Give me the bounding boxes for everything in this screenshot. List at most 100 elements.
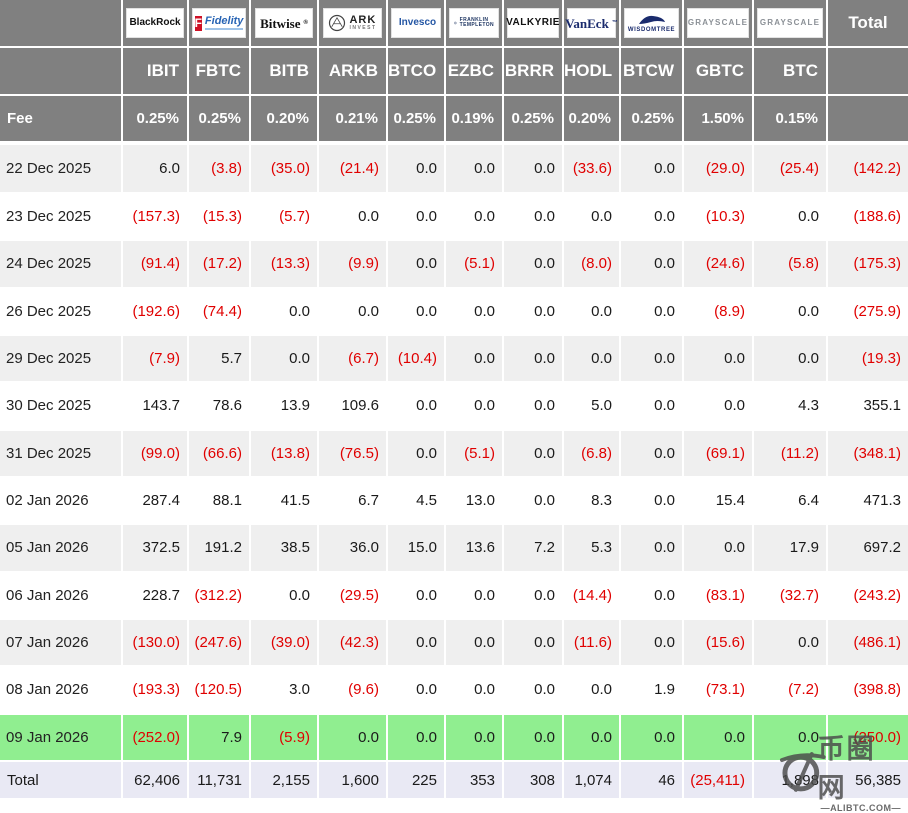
total-BRRR: 308 bbox=[503, 761, 564, 800]
total-ARKB: 1,600 bbox=[318, 761, 388, 800]
cell-ARKB: 0.0 bbox=[318, 713, 388, 763]
blackrock-logo: BlackRock bbox=[126, 8, 184, 38]
cell-BTCO: 0.0 bbox=[387, 287, 446, 336]
total-FBTC: 11,731 bbox=[188, 761, 251, 800]
cell-BTC: (7.2) bbox=[753, 666, 828, 715]
cell-GBTC: 0.0 bbox=[683, 382, 754, 431]
column-header-HODL: HODL bbox=[563, 47, 621, 96]
cell-ARKB: 109.6 bbox=[318, 382, 388, 431]
cell-Total: (188.6) bbox=[827, 192, 908, 242]
logo-cell-ARKB: ARK INVEST bbox=[318, 0, 388, 48]
cell-BTCO: 0.0 bbox=[387, 192, 446, 242]
fidelity-f-icon: F bbox=[194, 15, 202, 31]
fee-BTC: 0.15% bbox=[753, 95, 828, 145]
total-BITB: 2,155 bbox=[250, 761, 319, 800]
logo-text: GRAYSCALE bbox=[759, 18, 821, 27]
cell-EZBC: 13.0 bbox=[445, 476, 504, 526]
row-date: 02 Jan 2026 bbox=[0, 476, 123, 526]
logo-text: BlackRock bbox=[129, 17, 181, 28]
logo-text: VALKYRIE bbox=[506, 17, 560, 28]
cell-BITB: 0.0 bbox=[250, 571, 319, 620]
cell-BITB: 3.0 bbox=[250, 666, 319, 715]
logo-underline bbox=[204, 28, 244, 30]
fee-HODL: 0.20% bbox=[563, 95, 621, 145]
table-row: 06 Jan 2026 228.7 (312.2) 0.0 (29.5) 0.0 0.0 0.… bbox=[0, 571, 908, 620]
logo-cell-BITB: Bitwise ® bbox=[250, 0, 319, 48]
cell-BTCW: 0.0 bbox=[620, 429, 684, 478]
cell-GBTC: (73.1) bbox=[683, 666, 754, 715]
cell-HODL: (6.8) bbox=[563, 429, 621, 478]
vaneck-logo: VanEck ™ bbox=[565, 8, 618, 38]
cell-IBIT: (192.6) bbox=[122, 287, 189, 336]
cell-BTCO: 4.5 bbox=[387, 476, 446, 526]
cell-FBTC: 78.6 bbox=[188, 382, 251, 431]
row-date: 23 Dec 2025 bbox=[0, 192, 123, 242]
cell-BTC: 17.9 bbox=[753, 524, 828, 573]
logo-cell-HODL: VanEck ™ bbox=[563, 0, 621, 48]
cell-GBTC: 0.0 bbox=[683, 713, 754, 763]
logo-cell-EZBC: FRANKLIN TEMPLETON bbox=[445, 0, 504, 48]
column-header-ARKB: ARKB bbox=[318, 47, 388, 96]
cell-EZBC: 0.0 bbox=[445, 713, 504, 763]
cell-BITB: (5.7) bbox=[250, 192, 319, 242]
cell-BITB: 13.9 bbox=[250, 382, 319, 431]
cell-Total: (275.9) bbox=[827, 287, 908, 336]
cell-BRRR: 0.0 bbox=[503, 287, 564, 336]
cell-EZBC: 0.0 bbox=[445, 143, 504, 194]
cell-BTC: 0.0 bbox=[753, 287, 828, 336]
franklin-seal-icon bbox=[454, 21, 457, 25]
logo-text: Invesco bbox=[398, 17, 437, 28]
cell-BTCW: 0.0 bbox=[620, 571, 684, 620]
cell-BRRR: 0.0 bbox=[503, 382, 564, 431]
row-date: 31 Dec 2025 bbox=[0, 429, 123, 478]
cell-Total: (243.2) bbox=[827, 571, 908, 620]
cell-IBIT: (99.0) bbox=[122, 429, 189, 478]
cell-IBIT: 228.7 bbox=[122, 571, 189, 620]
cell-BITB: (35.0) bbox=[250, 143, 319, 194]
ticker-spacer-cell bbox=[0, 47, 123, 96]
total-BTC: 1,898 bbox=[753, 761, 828, 800]
cell-EZBC: 0.0 bbox=[445, 618, 504, 668]
column-header-GBTC: GBTC bbox=[683, 47, 754, 96]
cell-ARKB: (9.9) bbox=[318, 240, 388, 289]
cell-BTC: (25.4) bbox=[753, 143, 828, 194]
cell-IBIT: (193.3) bbox=[122, 666, 189, 715]
total-row: Total 62,406 11,731 2,155 1,600 225 353 308 1,07… bbox=[0, 761, 908, 800]
column-header-BRRR: BRRR bbox=[503, 47, 564, 96]
cell-HODL: (14.4) bbox=[563, 571, 621, 620]
cell-ARKB: (21.4) bbox=[318, 143, 388, 194]
cell-BTC: (11.2) bbox=[753, 429, 828, 478]
cell-BTC: 0.0 bbox=[753, 192, 828, 242]
cell-IBIT: 287.4 bbox=[122, 476, 189, 526]
cell-Total: (19.3) bbox=[827, 334, 908, 384]
cell-ARKB: 6.7 bbox=[318, 476, 388, 526]
cell-BRRR: 0.0 bbox=[503, 713, 564, 763]
logo-text: FRANKLIN bbox=[459, 17, 489, 23]
cell-BRRR: 7.2 bbox=[503, 524, 564, 573]
cell-EZBC: (5.1) bbox=[445, 240, 504, 289]
cell-IBIT: 6.0 bbox=[122, 143, 189, 194]
cell-Total: (175.3) bbox=[827, 240, 908, 289]
cell-FBTC: (247.6) bbox=[188, 618, 251, 668]
cell-HODL: 5.3 bbox=[563, 524, 621, 573]
fee-ARKB: 0.21% bbox=[318, 95, 388, 145]
total-row-label: Total bbox=[0, 761, 123, 800]
row-date: 06 Jan 2026 bbox=[0, 571, 123, 620]
invesco-logo: Invesco bbox=[391, 8, 441, 38]
cell-GBTC: (8.9) bbox=[683, 287, 754, 336]
header-fee-row: Fee 0.25% 0.25% 0.20% 0.21% 0.25% 0.19% 0.25% 0.… bbox=[0, 95, 908, 145]
fee-row-label: Fee bbox=[0, 95, 123, 145]
logo-text: ARK bbox=[349, 14, 377, 26]
cell-GBTC: 0.0 bbox=[683, 524, 754, 573]
cell-GBTC: (83.1) bbox=[683, 571, 754, 620]
cell-BTCO: (10.4) bbox=[387, 334, 446, 384]
total-BTCW: 46 bbox=[620, 761, 684, 800]
column-header-FBTC: FBTC bbox=[188, 47, 251, 96]
cell-FBTC: (312.2) bbox=[188, 571, 251, 620]
logo-cell-IBIT: BlackRock bbox=[122, 0, 189, 48]
cell-BTCW: 0.0 bbox=[620, 334, 684, 384]
cell-IBIT: 372.5 bbox=[122, 524, 189, 573]
cell-BTCO: 0.0 bbox=[387, 240, 446, 289]
total-EZBC: 353 bbox=[445, 761, 504, 800]
cell-EZBC: 0.0 bbox=[445, 382, 504, 431]
